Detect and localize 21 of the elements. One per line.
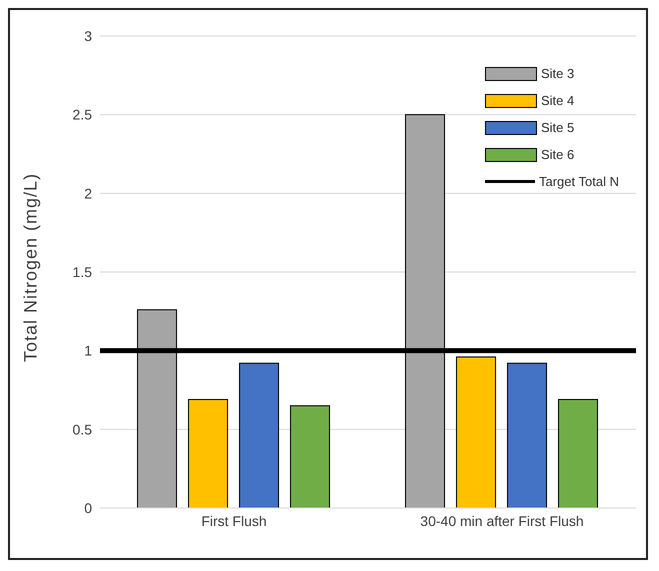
x-tick-label: 30-40 min after First Flush [420,512,584,529]
y-tick-label: 2.5 [72,106,92,123]
y-tick-label: 0 [84,500,92,516]
bar [507,362,548,508]
y-axis-title: Total Nitrogen (mg/L) [20,172,40,362]
x-tick-label: First Flush [201,512,267,529]
legend-label: Site 5 [541,120,574,135]
legend-label: Site 6 [541,147,574,162]
legend-label: Target Total N [539,174,619,189]
y-tick-label: 2 [84,185,92,202]
legend-label: Site 4 [541,93,574,108]
y-tick-label: 1.5 [72,264,92,280]
bar [456,356,496,508]
bar [290,405,330,508]
y-tick-label: 3 [84,28,92,44]
bar [239,362,280,508]
legend-label: Site 3 [541,66,574,81]
y-tick-label: 0.5 [72,421,92,438]
y-tick-label: 1 [84,342,92,359]
bar [188,398,228,508]
bar [558,398,598,508]
